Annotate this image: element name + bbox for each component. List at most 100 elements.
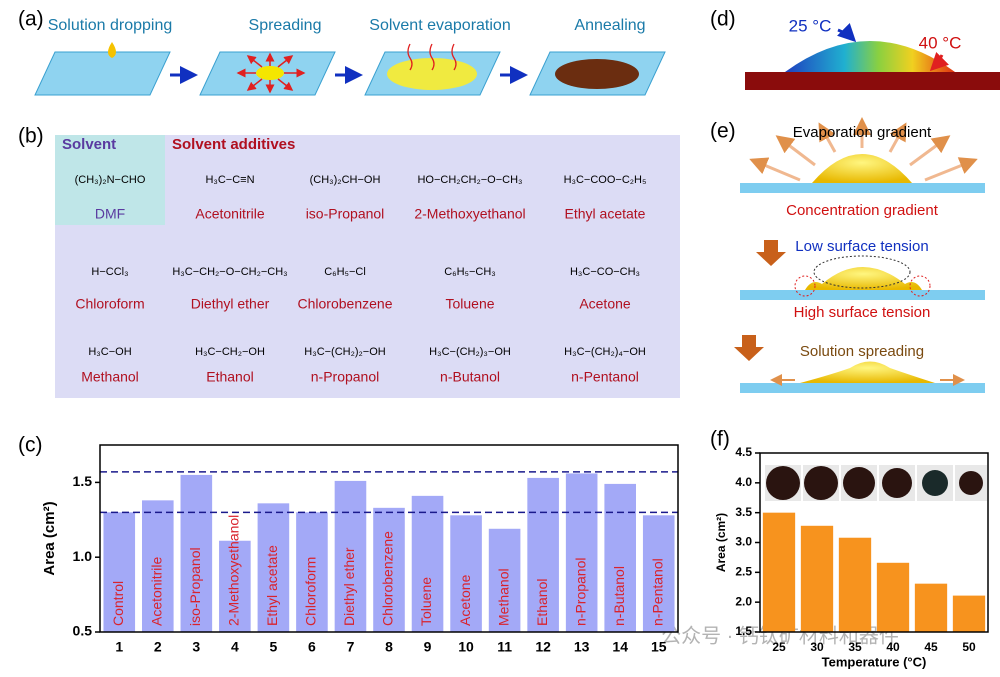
bar <box>762 512 796 632</box>
bar-label: 2-Methoxyethanol <box>226 515 242 626</box>
solvent-heading: Solvent <box>62 136 116 153</box>
bar <box>914 583 948 632</box>
bar-label: Methanol <box>495 568 511 626</box>
annealed-film <box>555 59 639 89</box>
y-axis-label: Area (cm²) <box>41 501 58 575</box>
molecule-name: n-Butanol <box>440 369 500 385</box>
bar <box>296 512 328 632</box>
bar-label: Control <box>110 581 126 626</box>
y-tick-label: 3.5 <box>735 505 752 519</box>
bar <box>488 528 521 632</box>
step-label: Solution dropping <box>48 17 173 34</box>
molecule-name: Chlorobenzene <box>298 296 393 312</box>
x-tick-label: 40 <box>886 640 900 654</box>
panel-label: (b) <box>18 125 44 148</box>
x-tick-label: 6 <box>308 639 316 655</box>
molecule-name: Methanol <box>81 369 139 385</box>
x-tick-label: 8 <box>385 639 393 655</box>
x-tick-label: 12 <box>535 639 551 655</box>
molecule-name: 2-Methoxyethanol <box>414 206 525 222</box>
bar-label: n-Butanol <box>611 566 627 626</box>
bar-label: Acetone <box>457 574 473 626</box>
x-tick-label: 1 <box>115 639 123 655</box>
mechanism-label: Solution spreading <box>800 343 924 360</box>
formula: H₃C−COO−C₂H₅ <box>564 174 647 186</box>
solvent-cell <box>55 135 165 225</box>
bar <box>450 515 482 632</box>
panel-label: (f) <box>710 428 730 451</box>
mechanism-label: Evaporation gradient <box>793 124 932 141</box>
hot-label: 40 °C <box>919 33 962 52</box>
formula: (CH₃)₂N−CHO <box>75 174 146 186</box>
formula: H₃C−C≡N <box>205 174 254 186</box>
formula: (CH₃)₂CH−OH <box>310 174 381 186</box>
y-tick-label: 4.5 <box>735 445 752 459</box>
bar <box>642 515 675 632</box>
vapor <box>407 43 457 71</box>
bar <box>604 483 636 632</box>
bar-label: Chlorobenzene <box>380 531 396 626</box>
bar <box>373 507 405 632</box>
x-tick-label: 2 <box>154 639 162 655</box>
molecule-name: n-Pentanol <box>571 369 639 385</box>
x-axis-label: Temperature (°C) <box>822 654 927 669</box>
plot-frame <box>99 444 679 633</box>
bar-label: Diethyl ether <box>341 547 357 626</box>
bar <box>527 477 559 632</box>
bar-label: Ethyl acetate <box>264 545 280 626</box>
plot-frame <box>759 452 989 633</box>
bar <box>180 474 213 632</box>
molecule-name: Chloroform <box>75 296 144 312</box>
step-label: Spreading <box>249 17 322 34</box>
bar <box>411 495 444 632</box>
molecule-name: Acetone <box>579 296 631 312</box>
formula: H₃C−(CH₂)₄−OH <box>564 346 646 358</box>
substrate <box>745 72 1000 90</box>
formula: H₃C−CH₂−OH <box>195 346 265 358</box>
step-label: Annealing <box>574 17 645 34</box>
panel-label: (a) <box>18 8 44 31</box>
evap-film <box>387 58 477 90</box>
formula: H₃C−OH <box>88 346 131 358</box>
bar <box>257 503 290 632</box>
x-tick-label: 15 <box>651 639 667 655</box>
formula: C₆H₅−CH₃ <box>444 266 496 278</box>
mechanism-label: Concentration gradient <box>786 202 939 219</box>
additives-heading: Solvent additives <box>172 136 295 153</box>
x-tick-label: 50 <box>962 640 976 654</box>
x-tick-label: 14 <box>612 639 628 655</box>
bar-label: iso-Propanol <box>187 547 203 626</box>
mechanism-drawing <box>734 117 985 393</box>
molecule-name: n-Propanol <box>311 369 380 385</box>
droplet <box>785 41 955 72</box>
y-tick-label: 1.5 <box>735 624 752 638</box>
x-tick-label: 35 <box>848 640 862 654</box>
bar <box>219 540 251 632</box>
x-tick-label: 25 <box>772 640 786 654</box>
bar <box>838 537 872 632</box>
y-axis-label: Area (cm²) <box>714 513 728 572</box>
drop <box>108 42 116 58</box>
y-tick-label: 3.0 <box>735 535 752 549</box>
bar <box>876 562 910 632</box>
y-tick-label: 1.5 <box>73 473 93 489</box>
hot-arrow <box>929 52 949 72</box>
y-tick-label: 4.0 <box>735 475 752 489</box>
bar-label: Ethanol <box>534 579 550 626</box>
formula: H₃C−(CH₂)₃−OH <box>429 346 511 358</box>
bar <box>952 595 986 632</box>
molecule-name: Diethyl ether <box>191 296 270 312</box>
formula: H−CCl₃ <box>91 266 128 278</box>
x-tick-label: 10 <box>458 639 474 655</box>
panel-label: (d) <box>710 8 736 31</box>
x-tick-label: 45 <box>924 640 938 654</box>
x-tick-label: 3 <box>192 639 200 655</box>
molecule-name: Acetonitrile <box>195 206 264 222</box>
cool-arrow <box>837 23 857 43</box>
x-tick-label: 13 <box>574 639 590 655</box>
x-tick-label: 4 <box>231 639 239 655</box>
formula: HO−CH₂CH₂−O−CH₃ <box>417 174 522 186</box>
bar-label: Chloroform <box>303 557 319 626</box>
bar <box>334 480 367 632</box>
molecule-name: Ethyl acetate <box>565 206 646 222</box>
